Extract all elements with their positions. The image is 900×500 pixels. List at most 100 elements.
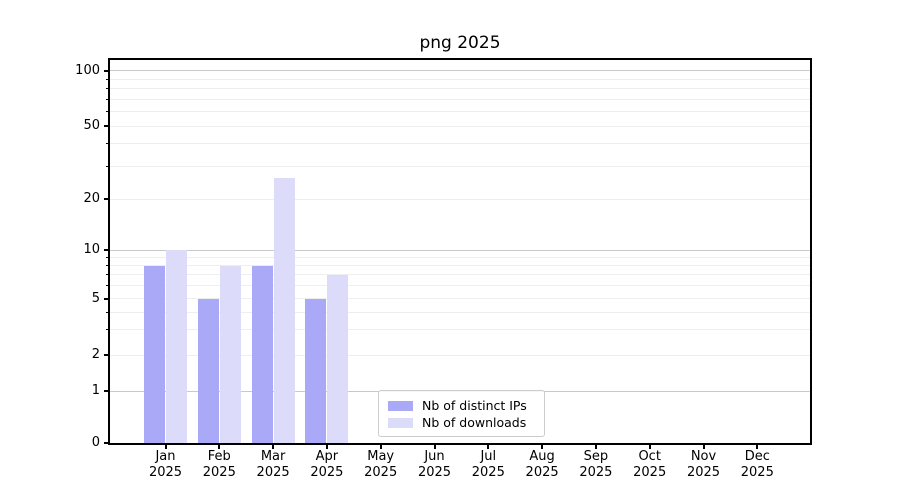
bar-distinct-ips-mar (251, 265, 273, 443)
bar-distinct-ips-jan (144, 265, 165, 443)
legend-entry-downloads: Nb of downloads (386, 414, 537, 431)
x-tick-month: Aug (529, 449, 555, 464)
x-tick-year: 2025 (471, 464, 505, 480)
y-tick-label: 50 (83, 118, 100, 133)
y-tick-mark (104, 125, 110, 127)
x-tick-label: Feb 2025 (191, 449, 247, 480)
chart-title: png 2025 (419, 33, 501, 53)
x-tick-year: 2025 (525, 464, 559, 480)
x-tick-year: 2025 (579, 464, 613, 480)
minor-gridline (110, 88, 810, 89)
legend-label-distinct-ips: Nb of distinct IPs (422, 397, 527, 413)
y-tick-label: 2 (91, 347, 100, 362)
x-tick-year: 2025 (202, 464, 236, 480)
x-tick-mark (218, 443, 221, 449)
x-tick-year: 2025 (148, 464, 183, 480)
legend-label-downloads: Nb of downloads (422, 414, 527, 430)
x-tick-month: Apr (315, 449, 339, 464)
x-tick-label: Mar 2025 (245, 449, 301, 480)
x-tick-mark (379, 443, 382, 449)
y-minor-tick-mark (106, 311, 110, 313)
x-tick-year: 2025 (740, 464, 774, 480)
y-tick-mark (104, 354, 110, 356)
y-tick-mark (104, 249, 110, 251)
minor-gridline (110, 98, 810, 100)
minor-gridline (110, 166, 810, 168)
x-tick-label: Dec 2025 (729, 449, 785, 480)
minor-gridline (110, 143, 810, 145)
y-minor-tick-mark (106, 88, 110, 89)
y-tick-label: 1 (91, 383, 100, 398)
x-tick-year: 2025 (364, 464, 398, 480)
y-minor-tick-mark (106, 98, 110, 100)
x-tick-month: Mar (260, 449, 286, 464)
x-tick-label: Sep 2025 (568, 449, 624, 480)
bar-distinct-ips-feb (197, 298, 219, 443)
y-minor-tick-mark (106, 143, 110, 145)
y-minor-tick-mark (106, 274, 110, 276)
x-tick-month: Jun (424, 449, 445, 464)
y-minor-tick-mark (106, 78, 110, 80)
minor-gridline (110, 125, 810, 127)
bar-downloads-feb (219, 265, 241, 443)
legend-swatch-distinct-ips (388, 400, 413, 411)
x-tick-label: May 2025 (353, 449, 409, 480)
y-tick-label: 20 (83, 191, 100, 206)
minor-gridline (110, 78, 810, 80)
x-tick-label: Aug 2025 (514, 449, 570, 480)
bar-downloads-jan (166, 250, 187, 443)
bar-distinct-ips-apr (305, 298, 327, 443)
minor-gridline (110, 298, 810, 299)
y-tick-mark (104, 198, 110, 200)
y-tick-mark (104, 390, 110, 392)
major-gridline (110, 70, 810, 72)
minor-gridline (110, 265, 810, 267)
x-tick-mark (702, 443, 705, 449)
x-tick-year: 2025 (633, 464, 667, 480)
minor-gridline (110, 329, 810, 331)
x-tick-month: Nov (690, 449, 717, 464)
x-tick-label: Nov 2025 (676, 449, 732, 480)
x-tick-month: May (367, 449, 395, 464)
x-tick-month: Jul (480, 449, 497, 464)
y-minor-tick-mark (106, 166, 110, 168)
legend-swatch-downloads (388, 417, 413, 428)
x-tick-label: Jun 2025 (407, 449, 463, 480)
x-tick-month: Dec (744, 449, 770, 464)
x-tick-mark (433, 443, 436, 449)
minor-gridline (110, 256, 810, 258)
minor-gridline (110, 110, 810, 112)
y-tick-label: 100 (75, 62, 100, 78)
minor-gridline (110, 274, 810, 276)
x-tick-label: Oct 2025 (622, 449, 678, 480)
x-tick-year: 2025 (256, 464, 290, 480)
x-tick-label: Jan 2025 (138, 449, 194, 480)
minor-gridline (110, 354, 810, 356)
x-tick-mark (487, 443, 490, 449)
x-tick-mark (541, 443, 544, 449)
y-tick-mark (104, 297, 110, 300)
y-minor-tick-mark (106, 265, 110, 267)
x-tick-year: 2025 (417, 464, 452, 480)
x-tick-mark (594, 443, 597, 449)
y-tick-mark (104, 442, 110, 444)
x-tick-mark (272, 443, 275, 449)
x-tick-year: 2025 (310, 464, 344, 480)
y-tick-label: 0 (91, 435, 100, 450)
y-minor-tick-mark (106, 329, 110, 331)
x-tick-month: Jan (155, 449, 176, 464)
y-minor-tick-mark (106, 256, 110, 258)
x-tick-month: Sep (583, 449, 609, 464)
y-minor-tick-mark (106, 285, 110, 287)
minor-gridline (110, 285, 810, 287)
x-tick-month: Oct (638, 449, 661, 464)
bar-downloads-apr (327, 274, 349, 443)
x-tick-year: 2025 (686, 464, 721, 480)
y-tick-mark (104, 69, 110, 72)
bar-downloads-mar (273, 178, 295, 443)
minor-gridline (110, 311, 810, 313)
x-tick-label: Jul 2025 (460, 449, 516, 480)
minor-gridline (110, 198, 810, 200)
y-tick-label: 5 (91, 290, 100, 306)
